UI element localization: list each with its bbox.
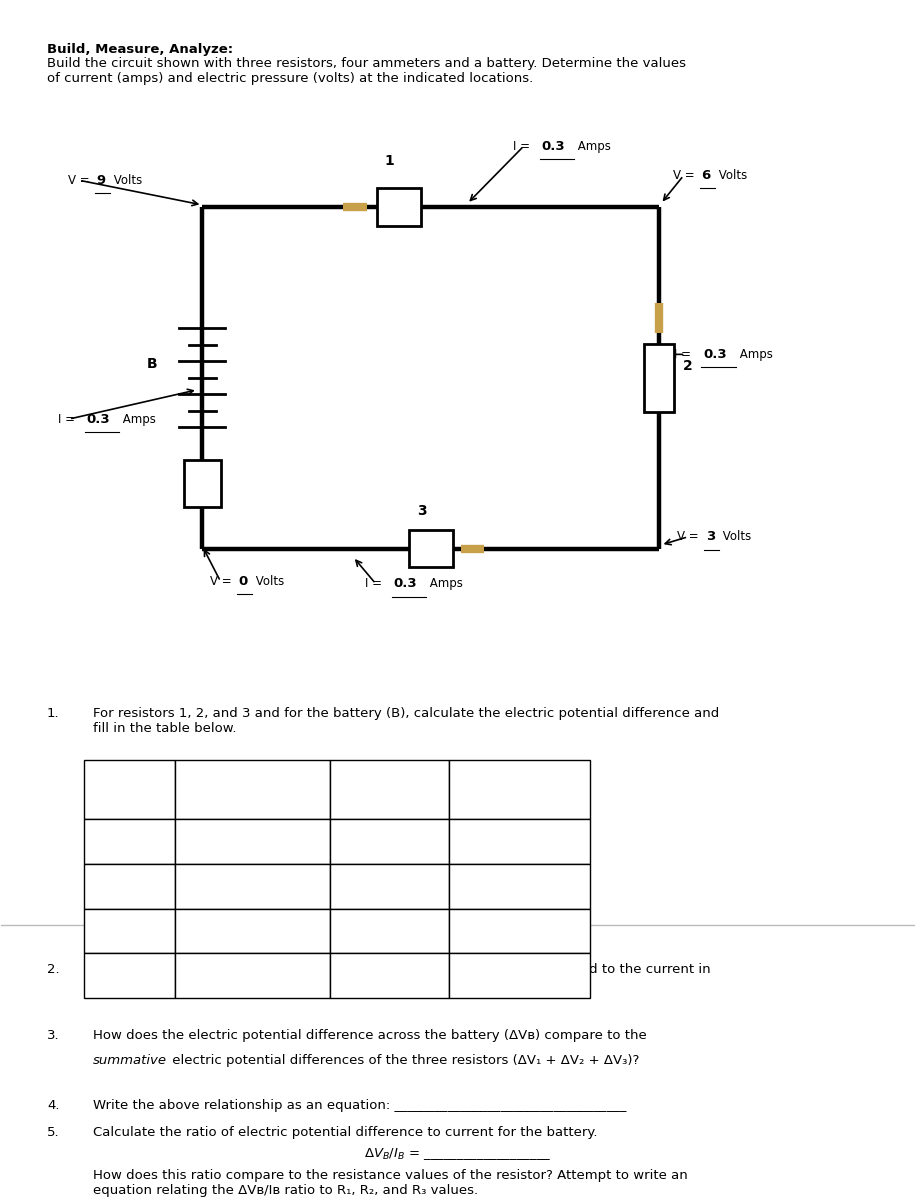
Text: 0.3A: 0.3A [376,880,404,893]
Text: electric potential differences of the three resistors (ΔV₁ + ΔV₂ + ΔV₃)?: electric potential differences of the th… [168,1055,639,1068]
Text: Build, Measure, Analyze:: Build, Measure, Analyze: [47,42,234,55]
Text: Amps: Amps [119,413,156,426]
Bar [83,864,175,908]
Text: 3.: 3. [47,1028,60,1042]
Bar [83,761,175,820]
Text: 10 Ohms: 10 Ohms [492,970,548,982]
Text: 1: 1 [125,880,133,893]
Text: 0.3: 0.3 [394,577,418,590]
Text: How does the electric potential difference across the battery (ΔVʙ) compare to t: How does the electric potential differen… [93,1028,647,1042]
Text: 0.3: 0.3 [541,139,565,152]
Bar [449,820,591,864]
Text: 3: 3 [706,530,715,544]
Bar [175,908,330,953]
Text: Element: Element [103,784,157,797]
Text: 3V: 3V [245,924,261,937]
Text: 9V: 9V [245,835,261,848]
Text: V =: V = [672,169,698,182]
Bar [330,953,449,998]
Text: summative: summative [93,1055,167,1068]
Text: Amps: Amps [574,139,611,152]
Text: 0.3: 0.3 [87,413,111,426]
Bar [644,343,673,412]
Text: 1: 1 [385,155,395,168]
Text: V =: V = [677,530,703,544]
Text: 10 Ohms: 10 Ohms [492,880,548,893]
Text: B: B [125,835,134,848]
Text: 0.3: 0.3 [703,348,726,361]
Text: I =: I = [674,348,695,361]
Text: For resistors 1, 2, and 3 and for the battery (B), calculate the electric potent: For resistors 1, 2, and 3 and for the ba… [93,707,719,736]
Text: I =: I = [513,139,533,152]
Text: Write the above relationship as an equation: ___________________________________: Write the above relationship as an equat… [93,1099,627,1112]
Text: 4.: 4. [47,1099,60,1112]
Bar [175,761,330,820]
Text: I =: I = [365,577,386,590]
Bar [330,864,449,908]
Bar [449,908,591,953]
Bar [449,761,591,820]
Bar [175,820,330,864]
Text: 0.3A: 0.3A [376,835,404,848]
Bar [409,529,453,568]
Text: 2.: 2. [47,962,60,976]
Text: I =: I = [58,413,79,426]
Text: V =: V = [210,575,235,588]
Text: 10 Ohms: 10 Ohms [492,924,548,937]
Text: Build the circuit shown with three resistors, four ammeters and a battery. Deter: Build the circuit shown with three resis… [47,56,686,85]
Text: Volts: Volts [110,174,142,187]
Text: 3V: 3V [245,970,261,982]
Bar [83,820,175,864]
Text: 3: 3 [125,970,133,982]
Bar [175,864,330,908]
Bar [330,820,449,864]
Text: 0: 0 [238,575,247,588]
Text: $\Delta V_B/I_B$ = ___________________: $\Delta V_B/I_B$ = ___________________ [365,1146,551,1162]
Bar [449,953,591,998]
Text: 9: 9 [97,174,106,187]
Text: 1.: 1. [47,707,60,720]
Text: Calculate the ratio of electric potential difference to current for the battery.: Calculate the ratio of electric potentia… [93,1127,597,1139]
Bar [175,953,330,998]
Bar [330,908,449,953]
Text: 2: 2 [682,359,692,373]
Bar [83,908,175,953]
Text: 0.3A: 0.3A [376,970,404,982]
Text: Volts: Volts [719,530,751,544]
Text: Volts: Volts [252,575,284,588]
Text: Resistance (R): Resistance (R) [472,784,568,797]
Text: B: B [147,356,158,371]
Text: Amps: Amps [736,348,772,361]
Text: 0.3A: 0.3A [376,924,404,937]
Bar [330,761,449,820]
Text: Amps: Amps [426,577,463,590]
Bar [449,864,591,908]
Bar [184,461,221,508]
Text: 5.: 5. [47,1127,60,1139]
Text: 3V: 3V [245,880,261,893]
Text: Volts: Volts [714,169,747,182]
Bar [376,188,420,226]
Text: 2: 2 [125,924,133,937]
Text: How does this ratio compare to the resistance values of the resistor? Attempt to: How does this ratio compare to the resis… [93,1169,688,1196]
Text: V =: V = [68,174,93,187]
Text: Electric
Potential
Difference (ΔV): Electric Potential Difference (ΔV) [202,768,304,811]
Bar [83,953,175,998]
Text: --: -- [515,835,524,848]
Text: Current (I): Current (I) [354,784,424,797]
Text: 6: 6 [702,169,711,182]
Text: How does the current in each resistor (I₁, I₂, I₃) compare to one another and to: How does the current in each resistor (I… [93,962,710,991]
Text: 3: 3 [417,504,426,518]
